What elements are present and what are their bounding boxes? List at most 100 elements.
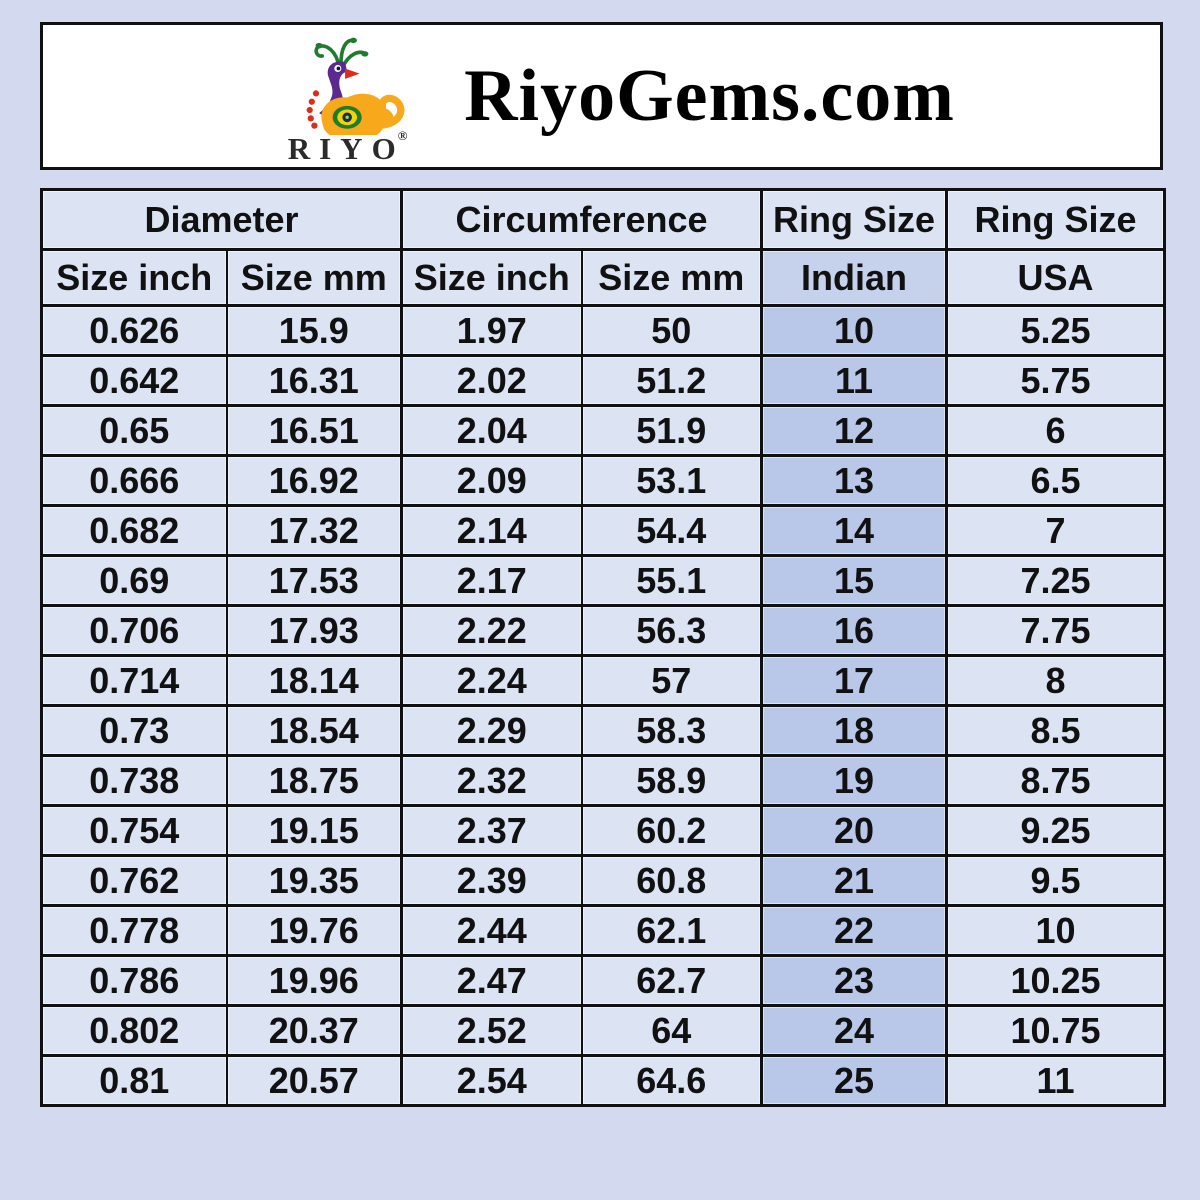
table-cell: 19.76 [225,904,404,957]
header-circumference: Circumference [400,188,764,251]
table-cell: 0.714 [40,654,228,707]
table-cell: 25 [760,1054,949,1107]
table-cell: 2.24 [400,654,583,707]
subheader-diameter-mm: Size mm [225,248,404,307]
table-cell: 53.1 [580,454,764,507]
brand-title: RiyoGems.com [464,54,955,137]
table-cell: 2.14 [400,504,583,557]
table-cell: 22 [760,904,949,957]
table-cell: 8 [945,654,1166,707]
table-cell: 58.9 [580,754,764,807]
table-cell: 9.25 [945,804,1166,857]
table-cell: 17 [760,654,949,707]
table-cell: 10 [945,904,1166,957]
table-row: 0.642 16.31 2.02 51.2 11 5.75 [40,354,1166,407]
table-cell: 64.6 [580,1054,764,1107]
table-cell: 50 [580,304,764,357]
subheader-circumference-inch: Size inch [400,248,583,307]
table-cell: 16.92 [225,454,404,507]
table-row: 0.762 19.35 2.39 60.8 21 9.5 [40,854,1166,907]
table-cell: 2.22 [400,604,583,657]
table-cell: 2.39 [400,854,583,907]
table-cell: 0.738 [40,754,228,807]
table-cell: 6.5 [945,454,1166,507]
table-row: 0.754 19.15 2.37 60.2 20 9.25 [40,804,1166,857]
table-cell: 2.32 [400,754,583,807]
table-cell: 0.666 [40,454,228,507]
table-cell: 20.57 [225,1054,404,1107]
table-cell: 0.642 [40,354,228,407]
table-cell: 6 [945,404,1166,457]
table-cell: 20.37 [225,1004,404,1057]
table-cell: 0.73 [40,704,228,757]
table-cell: 19.35 [225,854,404,907]
brand-logo: RIYO ® [248,31,438,164]
table-cell: 62.7 [580,954,764,1007]
table-cell: 19.96 [225,954,404,1007]
table-cell: 8.5 [945,704,1166,757]
header-diameter: Diameter [39,188,404,251]
table-row: 0.706 17.93 2.22 56.3 16 7.75 [40,604,1166,657]
table-cell: 55.1 [580,554,764,607]
table-cell: 1.97 [400,304,583,357]
table-cell: 0.626 [40,304,228,357]
table-cell: 18.14 [225,654,404,707]
subheader-diameter-inch: Size inch [40,248,228,307]
table-cell: 0.706 [40,604,228,657]
table-cell: 15 [760,554,949,607]
table-cell: 18.54 [225,704,404,757]
table-row: 0.81 20.57 2.54 64.6 25 11 [40,1054,1166,1107]
table-cell: 15.9 [225,304,404,357]
table-cell: 13 [760,454,949,507]
table-group-header-row: Diameter Circumference Ring Size Ring Si… [39,188,1167,251]
registered-mark-icon: ® [397,127,408,143]
table-cell: 56.3 [580,604,764,657]
header-ring-size-indian-group: Ring Size [760,188,949,251]
logo-word: RIYO [287,130,405,166]
table-cell: 7 [945,504,1166,557]
table-cell: 60.8 [580,854,764,907]
table-cell: 7.75 [945,604,1166,657]
table-cell: 2.44 [400,904,583,957]
table-cell: 64 [580,1004,764,1057]
table-row: 0.738 18.75 2.32 58.9 19 8.75 [40,754,1166,807]
table-cell: 8.75 [945,754,1166,807]
riyo-peacock-logo-icon [306,37,405,135]
table-cell: 17.32 [225,504,404,557]
subheader-circumference-mm: Size mm [580,248,764,307]
table-cell: 2.29 [400,704,583,757]
brand-header: RIYO ® RiyoGems.com [40,22,1163,170]
table-cell: 51.9 [580,404,764,457]
subheader-indian: Indian [760,248,949,307]
table-row: 0.69 17.53 2.17 55.1 15 7.25 [40,554,1166,607]
table-cell: 0.81 [40,1054,228,1107]
table-row: 0.73 18.54 2.29 58.3 18 8.5 [40,704,1166,757]
table-cell: 16.51 [225,404,404,457]
ring-size-table: Diameter Circumference Ring Size Ring Si… [39,188,1167,1107]
table-cell: 0.682 [40,504,228,557]
table-row: 0.682 17.32 2.14 54.4 14 7 [40,504,1166,557]
table-row: 0.65 16.51 2.04 51.9 12 6 [40,404,1166,457]
table-sub-header-row: Size inch Size mm Size inch Size mm Indi… [40,248,1166,307]
table-cell: 2.02 [400,354,583,407]
table-cell: 10.25 [945,954,1166,1007]
table-row: 0.786 19.96 2.47 62.7 23 10.25 [40,954,1166,1007]
table-cell: 2.37 [400,804,583,857]
table-cell: 20 [760,804,949,857]
brand-logo-text: RIYO ® [279,129,408,166]
table-cell: 18.75 [225,754,404,807]
table-cell: 51.2 [580,354,764,407]
table-cell: 10.75 [945,1004,1166,1057]
ring-size-table-body: 0.626 15.9 1.97 50 10 5.25 0.642 16.31 2.02 51.2 1… [40,304,1166,1107]
table-cell: 58.3 [580,704,764,757]
table-row: 0.666 16.92 2.09 53.1 13 6.5 [40,454,1166,507]
table-cell: 5.25 [945,304,1166,357]
subheader-usa: USA [945,248,1166,307]
table-cell: 2.17 [400,554,583,607]
table-cell: 62.1 [580,904,764,957]
table-cell: 17.53 [225,554,404,607]
table-cell: 0.754 [40,804,228,857]
table-cell: 5.75 [945,354,1166,407]
table-cell: 23 [760,954,949,1007]
